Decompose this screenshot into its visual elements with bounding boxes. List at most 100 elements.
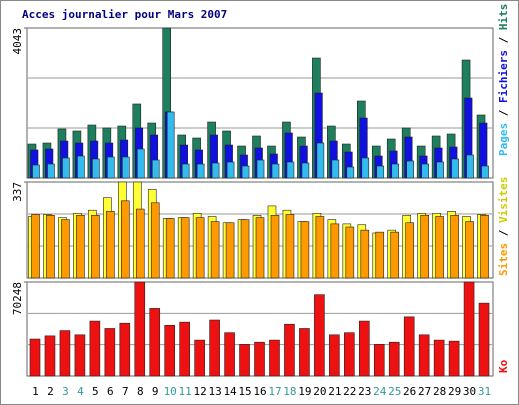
bar [255, 217, 265, 279]
bar [300, 221, 310, 279]
x-tick-label: 30 [463, 385, 476, 398]
x-tick-label: 8 [137, 385, 144, 398]
x-tick-label: 3 [62, 385, 69, 398]
bar [121, 200, 130, 279]
bar [285, 214, 295, 279]
bar [405, 222, 414, 279]
bar [376, 165, 385, 179]
bar [256, 159, 265, 179]
x-tick-label: 25 [388, 385, 401, 398]
legend: Sites / Visites [497, 177, 510, 276]
x-tick-label: 28 [433, 385, 446, 398]
bar [344, 332, 355, 377]
legend-separator: / [497, 30, 510, 50]
bar [466, 154, 474, 179]
x-tick-label: 29 [448, 385, 461, 398]
bar [150, 202, 160, 279]
bar [390, 231, 400, 279]
bar [74, 334, 86, 377]
legend-entry: Hits [497, 4, 510, 31]
x-tick-label: 20 [313, 385, 326, 398]
bar [421, 163, 429, 179]
bar [286, 161, 295, 179]
x-tick-label: 31 [478, 385, 491, 398]
bar [106, 211, 115, 279]
bar [358, 320, 370, 377]
x-tick-label: 18 [283, 385, 296, 398]
chart-title: Acces journalier pour Mars 2007 [22, 8, 227, 21]
x-tick-label: 24 [373, 385, 387, 398]
bar [435, 216, 444, 279]
bar [225, 222, 235, 279]
bar [463, 281, 475, 377]
bar [59, 330, 71, 377]
x-tick-label: 16 [253, 385, 266, 398]
bar [62, 157, 70, 179]
x-tick-label: 14 [223, 385, 237, 398]
bar [373, 344, 385, 377]
bar [92, 158, 100, 179]
x-tick-label: 5 [92, 385, 99, 398]
bar [211, 162, 220, 179]
bar [47, 163, 55, 179]
bar [329, 334, 340, 377]
bar [316, 142, 325, 179]
bar [196, 163, 205, 179]
bar [284, 323, 295, 377]
bar [346, 166, 355, 179]
bar [44, 335, 56, 377]
x-tick-label: 12 [194, 385, 207, 398]
bar [224, 332, 235, 377]
bar [46, 215, 55, 279]
bar [29, 338, 41, 377]
x-tick-label: 27 [418, 385, 431, 398]
x-tick-label: 9 [152, 385, 159, 398]
bar [331, 159, 340, 179]
bar [436, 161, 444, 179]
bar [450, 215, 459, 279]
bar [465, 221, 474, 279]
bar [403, 316, 415, 377]
x-tick-label: 15 [238, 385, 251, 398]
x-tick-label: 17 [268, 385, 281, 398]
bar [301, 162, 310, 179]
bar [375, 231, 385, 279]
bar [345, 226, 355, 279]
bar [418, 334, 430, 377]
bar [135, 208, 145, 279]
bar [31, 214, 40, 279]
bar [195, 217, 205, 279]
bar [241, 165, 250, 179]
x-tick-label: 26 [403, 385, 416, 398]
legend-entry: Pages [497, 123, 510, 156]
x-tick-label: 21 [328, 385, 341, 398]
x-tick-label: 6 [107, 385, 114, 398]
bar [314, 294, 325, 377]
bar [481, 165, 489, 179]
bar [194, 339, 205, 377]
bar [388, 341, 400, 377]
y-tick-label: 70248 [11, 282, 24, 315]
bar [478, 302, 490, 377]
bar [149, 308, 161, 377]
bar [271, 163, 280, 179]
bar [240, 219, 250, 279]
y-tick-label: 337 [11, 182, 24, 202]
legend-entry: Sites [497, 243, 510, 276]
bar [270, 215, 280, 279]
x-tick-label: 23 [358, 385, 371, 398]
bar [151, 159, 160, 179]
legend-entry: Fichiers [497, 50, 510, 103]
bar [134, 281, 146, 377]
legend-separator: / [497, 103, 510, 123]
bar [136, 148, 145, 179]
bar [433, 339, 445, 377]
bar [179, 321, 190, 377]
bar [104, 328, 116, 377]
bar [32, 164, 40, 179]
bar [451, 158, 459, 179]
bar [107, 156, 115, 179]
bar [330, 223, 340, 279]
bar [119, 322, 131, 377]
